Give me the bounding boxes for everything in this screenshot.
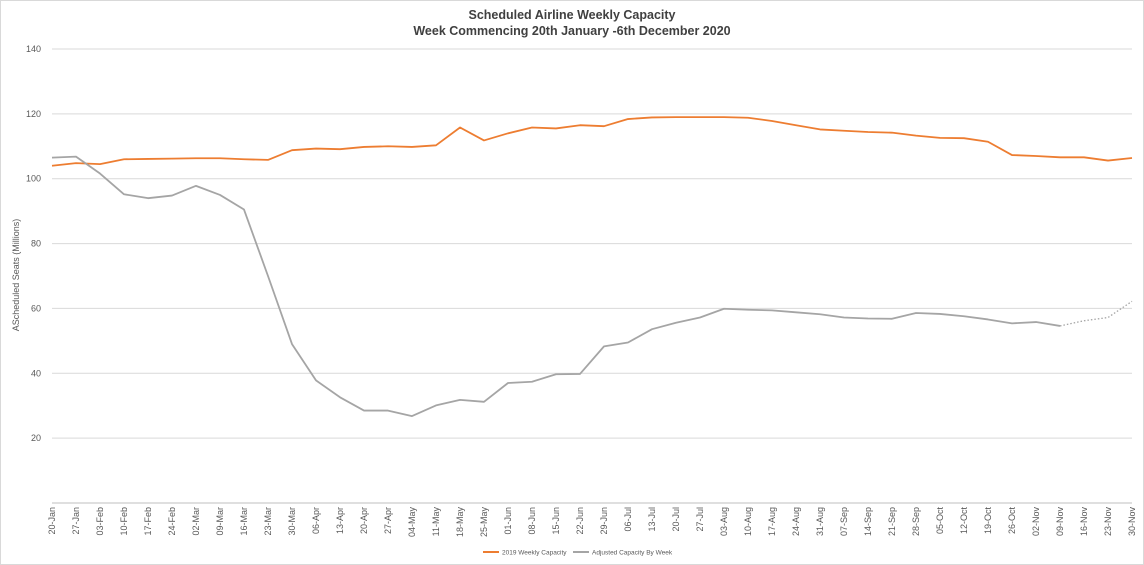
x-tick-label: 01-Jun — [503, 507, 513, 535]
x-tick-label: 27-Jul — [695, 507, 705, 532]
x-tick-label: 17-Aug — [767, 507, 777, 536]
legend: 2019 Weekly Capacity Adjusted Capacity By… — [483, 550, 673, 557]
x-tick-label: 16-Nov — [1079, 507, 1089, 537]
x-tick-label: 26-Oct — [1007, 507, 1017, 535]
series-lines — [51, 116, 1133, 417]
y-tick-label: 80 — [31, 239, 41, 249]
x-tick-label: 05-Oct — [935, 507, 945, 535]
x-tick-label: 03-Feb — [95, 507, 105, 536]
x-tick-label: 29-Jun — [599, 507, 609, 535]
x-tick-label: 16-Mar — [239, 507, 249, 536]
series-line-1 — [51, 155, 1061, 417]
series-line-0 — [51, 116, 1133, 167]
x-tick-label: 19-Oct — [983, 507, 993, 535]
y-axis-label: AScheduled Seats (Millions) — [11, 219, 21, 332]
x-tick-label: 11-May — [431, 507, 441, 537]
x-tick-label: 21-Sep — [887, 507, 897, 536]
x-tick-label: 07-Sep — [839, 507, 849, 536]
x-tick-label: 14-Sep — [863, 507, 873, 536]
x-tick-label: 09-Mar — [215, 507, 225, 536]
x-tick-label: 23-Mar — [263, 507, 273, 536]
y-tick-label: 20 — [31, 433, 41, 443]
chart-subtitle: Week Commencing 20th January -6th Decemb… — [413, 24, 731, 38]
x-tick-label: 15-Jun — [551, 507, 561, 535]
x-tick-label: 06-Jul — [623, 507, 633, 532]
legend-label: 2019 Weekly Capacity — [502, 550, 567, 557]
x-tick-label: 02-Mar — [191, 507, 201, 536]
x-tick-label: 28-Sep — [911, 507, 921, 536]
x-tick-label: 08-Jun — [527, 507, 537, 535]
x-tick-label: 20-Jul — [671, 507, 681, 532]
y-tick-label: 100 — [26, 174, 41, 184]
y-tick-label: 140 — [26, 44, 41, 54]
x-tick-label: 30-Nov — [1127, 507, 1137, 537]
series-line-1-projected — [1059, 300, 1133, 327]
x-tick-label: 22-Jun — [575, 507, 585, 535]
x-tick-label: 04-May — [407, 507, 417, 538]
y-tick-label: 40 — [31, 368, 41, 378]
x-tick-label: 06-Apr — [311, 507, 321, 534]
x-tick-label: 24-Aug — [791, 507, 801, 536]
legend-label: Adjusted Capacity By Week — [592, 550, 673, 557]
x-tick-label: 25-May — [479, 507, 489, 538]
y-tick-label: 60 — [31, 303, 41, 313]
x-tick-label: 10-Aug — [743, 507, 753, 536]
x-tick-label: 30-Mar — [287, 507, 297, 536]
x-tick-label: 20-Jan — [47, 507, 57, 535]
x-tick-label: 31-Aug — [815, 507, 825, 536]
x-tick-label: 13-Apr — [335, 507, 345, 534]
x-tick-label: 13-Jul — [647, 507, 657, 532]
x-tick-labels: 20-Jan 27-Jan 03-Feb 10-Feb 17-Feb 24-Feb 02-M… — [47, 507, 1137, 538]
x-tick-label: 10-Feb — [119, 507, 129, 536]
x-tick-label: 09-Nov — [1055, 507, 1065, 537]
x-tick-label: 23-Nov — [1103, 507, 1113, 537]
chart-title: Scheduled Airline Weekly Capacity — [468, 8, 676, 22]
x-tick-label: 20-Apr — [359, 507, 369, 534]
x-tick-label: 24-Feb — [167, 507, 177, 536]
x-tick-label: 03-Aug — [719, 507, 729, 536]
y-tick-label: 120 — [26, 109, 41, 119]
x-tick-label: 18-May — [455, 507, 465, 538]
x-tick-label: 27-Jan — [71, 507, 81, 535]
x-tick-label: 27-Apr — [383, 507, 393, 534]
gridlines — [52, 48, 1132, 504]
y-tick-labels: 20 40 60 80 100 120 140 — [26, 44, 41, 443]
x-tick-label: 17-Feb — [143, 507, 153, 536]
x-tick-label: 02-Nov — [1031, 507, 1041, 537]
x-tick-label: 12-Oct — [959, 507, 969, 535]
